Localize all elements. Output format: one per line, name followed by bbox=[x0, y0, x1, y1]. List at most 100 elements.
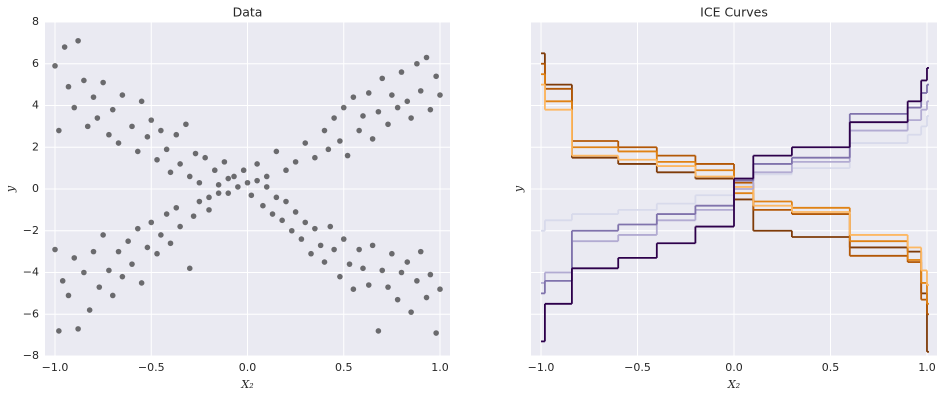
data-point bbox=[385, 121, 391, 128]
data-point bbox=[65, 83, 72, 90]
data-point bbox=[408, 309, 414, 315]
data-point bbox=[365, 90, 372, 96]
chart-title: Data bbox=[233, 5, 263, 20]
data-point bbox=[109, 106, 116, 113]
y-tick-label: 4 bbox=[32, 99, 39, 112]
data-point bbox=[427, 271, 434, 278]
data-point bbox=[248, 192, 255, 199]
data-point bbox=[417, 248, 424, 255]
data-point bbox=[302, 219, 309, 226]
data-point bbox=[158, 232, 164, 238]
data-point bbox=[340, 236, 347, 242]
data-point bbox=[437, 92, 443, 98]
data-point bbox=[158, 127, 164, 134]
data-point bbox=[263, 173, 270, 180]
data-point bbox=[100, 79, 106, 86]
x-axis-label: X₂ bbox=[727, 378, 740, 391]
data-point bbox=[350, 286, 357, 293]
data-point bbox=[356, 246, 362, 253]
data-point bbox=[71, 255, 78, 261]
data-point bbox=[235, 184, 241, 190]
data-point bbox=[389, 250, 395, 257]
data-point bbox=[240, 167, 247, 174]
subplot: −1.0 −0.5 0.0 0.5 1.0 ICE Curves X₂ y bbox=[512, 5, 937, 391]
data-point bbox=[325, 146, 332, 153]
data-point bbox=[244, 179, 251, 186]
data-point bbox=[134, 148, 141, 155]
data-point bbox=[119, 273, 126, 280]
data-point bbox=[279, 217, 285, 224]
data-point bbox=[86, 307, 93, 313]
data-point bbox=[360, 113, 366, 119]
data-point bbox=[109, 292, 116, 299]
data-point bbox=[183, 121, 189, 128]
data-point bbox=[379, 267, 386, 274]
data-point bbox=[138, 280, 145, 286]
x-axis-label: X₂ bbox=[240, 378, 253, 391]
y-axis-label: y bbox=[4, 185, 17, 193]
x-tick-label: 0.0 bbox=[239, 361, 257, 374]
data-point bbox=[427, 106, 434, 113]
x-tick-label: −1.0 bbox=[42, 361, 69, 374]
x-tick-label: −0.5 bbox=[138, 361, 165, 374]
data-point bbox=[177, 161, 183, 167]
data-point bbox=[144, 134, 151, 140]
x-tick-label: 0.5 bbox=[335, 361, 353, 374]
y-tick-label: −2 bbox=[23, 224, 39, 237]
data-point bbox=[119, 92, 126, 98]
data-point bbox=[423, 54, 430, 61]
data-point bbox=[211, 167, 218, 174]
data-point bbox=[52, 246, 58, 253]
data-point bbox=[167, 240, 174, 247]
data-point bbox=[186, 173, 193, 180]
data-point bbox=[186, 265, 193, 272]
data-point bbox=[269, 211, 276, 217]
x-tick-label: 0.5 bbox=[822, 361, 840, 374]
data-point bbox=[433, 330, 439, 336]
data-point bbox=[346, 261, 353, 267]
data-point bbox=[106, 131, 112, 138]
data-point bbox=[81, 77, 87, 84]
data-point bbox=[394, 296, 401, 303]
data-point bbox=[263, 184, 270, 190]
data-point bbox=[75, 37, 81, 44]
data-point bbox=[94, 115, 101, 121]
data-point bbox=[167, 169, 174, 176]
data-point bbox=[350, 94, 357, 100]
data-point bbox=[321, 259, 328, 265]
data-point bbox=[321, 127, 328, 134]
data-point bbox=[379, 75, 386, 82]
data-point bbox=[288, 227, 295, 234]
data-point bbox=[163, 146, 170, 153]
data-point bbox=[404, 98, 411, 105]
data-point bbox=[340, 104, 347, 111]
data-point bbox=[61, 44, 68, 50]
data-point bbox=[356, 127, 362, 134]
x-tick-label: 1.0 bbox=[918, 361, 936, 374]
data-point bbox=[312, 225, 318, 232]
data-point bbox=[298, 236, 305, 242]
data-point bbox=[56, 127, 62, 134]
data-point bbox=[302, 140, 309, 146]
data-point bbox=[196, 198, 203, 205]
data-point bbox=[173, 204, 180, 211]
data-point bbox=[408, 115, 414, 121]
data-point bbox=[292, 159, 299, 165]
data-point bbox=[154, 250, 160, 257]
data-point bbox=[417, 88, 424, 94]
data-point bbox=[59, 278, 66, 284]
data-point bbox=[75, 326, 81, 332]
data-point bbox=[196, 179, 203, 186]
data-point bbox=[273, 194, 280, 201]
data-point bbox=[254, 177, 260, 184]
data-point bbox=[331, 115, 337, 121]
data-point bbox=[215, 190, 222, 196]
data-point bbox=[254, 161, 260, 167]
x-tick-label: −1.0 bbox=[528, 361, 555, 374]
data-point bbox=[308, 250, 314, 257]
data-point bbox=[173, 131, 180, 138]
data-point bbox=[317, 242, 324, 249]
data-point bbox=[100, 232, 106, 238]
data-point bbox=[144, 244, 151, 251]
data-point bbox=[96, 284, 103, 290]
